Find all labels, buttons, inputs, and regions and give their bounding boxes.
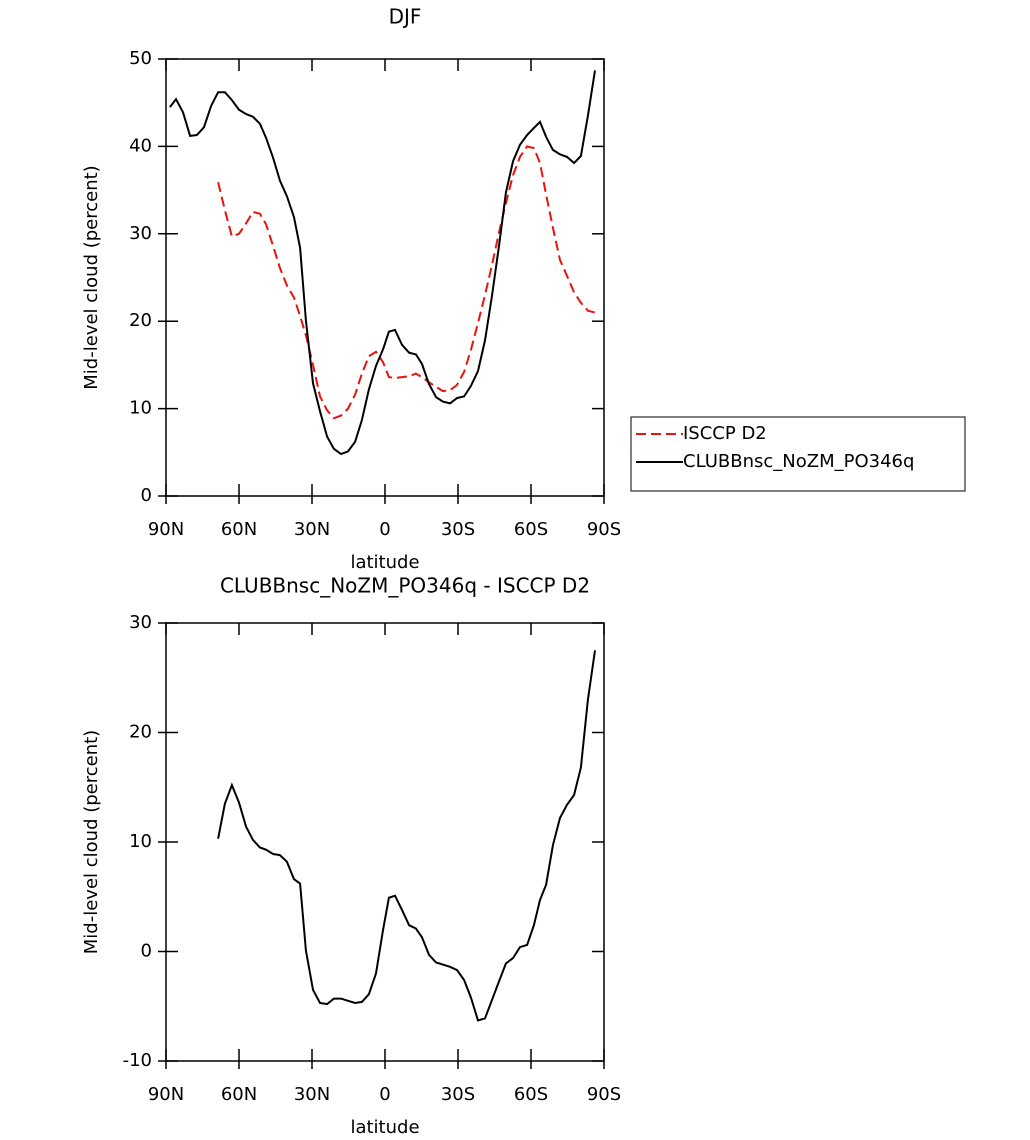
chart-title: CLUBBnsc_NoZM_PO346q - ISCCP D2 [220,574,590,598]
x-tick-label: 90S [587,519,621,540]
y-tick-label: 0 [141,941,152,962]
x-tick-label: 30N [294,1084,330,1105]
y-tick-label: 10 [129,398,152,419]
x-tick-label: 60N [221,519,257,540]
series-line [169,70,596,456]
y-axis-label: Mid-level cloud (percent) [81,730,102,954]
legend-box [630,416,966,492]
chart-title: DJF [389,5,422,29]
y-tick-label: 40 [129,135,152,156]
y-tick-label: 50 [129,48,152,69]
plot-frame [165,622,605,1062]
legend-label: CLUBBnsc_NoZM_PO346q [683,451,914,472]
y-tick-label: 30 [129,223,152,244]
y-axis-label: Mid-level cloud (percent) [81,165,102,389]
x-tick-label: 60S [514,519,548,540]
x-tick-label: 0 [379,1084,390,1105]
x-tick-label: 0 [379,519,390,540]
x-tick-label: 30N [294,519,330,540]
y-tick-label: 20 [129,310,152,331]
x-tick-label: 60N [221,1084,257,1105]
y-tick-label: 30 [129,612,152,633]
y-tick-label: 20 [129,722,152,743]
x-tick-label: 90N [148,519,184,540]
x-axis-label: latitude [350,1117,419,1138]
legend-label: ISCCP D2 [683,423,767,444]
y-tick-label: 10 [129,831,152,852]
x-tick-label: 30S [441,519,475,540]
series-line [217,145,596,420]
y-tick-label: -10 [123,1050,152,1071]
x-tick-label: 90N [148,1084,184,1105]
series-line [217,650,596,1022]
x-tick-label: 90S [587,1084,621,1105]
x-axis-label: latitude [350,552,419,573]
y-tick-label: 0 [141,485,152,506]
x-tick-label: 30S [441,1084,475,1105]
x-tick-label: 60S [514,1084,548,1105]
